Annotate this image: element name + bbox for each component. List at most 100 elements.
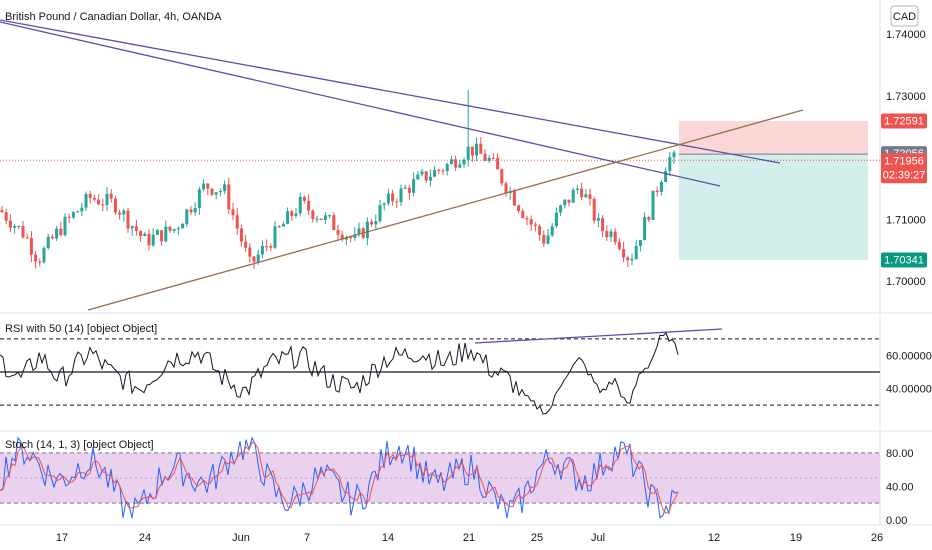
time-tick-label: 7 <box>304 532 310 544</box>
candle-body <box>643 217 647 241</box>
candle-body <box>223 184 227 192</box>
currency-button[interactable]: CAD <box>890 5 919 27</box>
candle-body <box>424 171 428 181</box>
candle-body <box>155 230 159 235</box>
candle-body <box>210 188 214 195</box>
candle-body <box>88 193 92 198</box>
candle-body <box>181 223 185 229</box>
rsi-tick-label: 40.00000 <box>886 384 932 396</box>
candle-body <box>151 234 155 246</box>
candle-body <box>50 236 54 239</box>
candle-body <box>395 201 399 203</box>
time-tick-label: Jul <box>591 532 605 544</box>
candle-body <box>655 190 659 192</box>
stoch-tick-label: 0.00 <box>886 515 907 527</box>
candle-body <box>164 226 168 242</box>
candle-body <box>475 143 479 156</box>
candle-body <box>185 209 189 224</box>
candle-body <box>206 183 210 189</box>
candle-body <box>580 188 584 198</box>
time-tick-label: 14 <box>382 532 394 544</box>
countdown-label: 02:39:27 <box>883 169 926 181</box>
price-tag <box>881 252 927 268</box>
candle-body <box>517 205 521 211</box>
candle-body <box>63 216 67 236</box>
candle-body <box>336 230 340 235</box>
stoch-d-line <box>0 441 679 514</box>
candle-body <box>193 207 197 213</box>
candle-body <box>29 237 33 255</box>
candle-body <box>420 171 424 175</box>
currency-label: CAD <box>893 11 916 23</box>
candle-body <box>605 231 609 238</box>
price-tag-label: 1.71956 <box>884 155 924 167</box>
candle-body <box>235 215 239 229</box>
candle-body <box>571 189 575 203</box>
candle-body <box>168 226 172 231</box>
candle-body <box>634 245 638 260</box>
stoch-tick-label: 40.00 <box>886 481 914 493</box>
candle-body <box>630 259 634 261</box>
candle-body <box>554 212 558 227</box>
candle-body <box>512 191 516 206</box>
candle-body <box>265 246 269 248</box>
candle-body <box>559 205 563 213</box>
candle-body <box>412 179 416 193</box>
candle-body <box>462 159 466 165</box>
candle-body <box>622 249 626 258</box>
candle-body <box>269 246 273 248</box>
candle-body <box>596 218 600 221</box>
stoch-layer <box>0 436 880 519</box>
time-tick-label: 17 <box>56 532 68 544</box>
candle-body <box>0 210 4 213</box>
candle-body <box>34 254 38 262</box>
rsi-line <box>0 331 679 415</box>
candle-body <box>273 226 277 248</box>
time-tick-label: 21 <box>463 532 475 544</box>
candle-body <box>538 226 542 235</box>
candle-body <box>71 212 75 218</box>
time-tick-label: 25 <box>531 532 543 544</box>
candle-body <box>42 248 46 263</box>
candle-body <box>8 220 12 228</box>
candle-body <box>491 157 495 159</box>
time-tick-label: Jun <box>232 532 250 544</box>
candle-body <box>307 200 311 211</box>
candle-body <box>17 225 21 227</box>
candle-body <box>344 237 348 240</box>
price-tick-label: 1.74000 <box>886 29 926 41</box>
candle-body <box>374 221 378 225</box>
time-axis[interactable]: 17 24 Jun 7 14 21 25 Jul 12 19 26 <box>56 532 883 544</box>
stoch-label: Stoch (14, 1, 3) [object Object] <box>5 439 154 451</box>
candle-body <box>239 228 243 242</box>
candle-body <box>172 229 176 231</box>
rising-support-line <box>87 109 804 311</box>
rsi-tick-label: 60.00000 <box>886 350 932 362</box>
candle-body <box>445 163 449 172</box>
candle-body <box>244 241 248 248</box>
candle-body <box>67 216 71 218</box>
candle-body <box>483 153 487 161</box>
candle-body <box>46 236 50 249</box>
candle-body <box>407 187 411 193</box>
position-layer <box>0 121 880 261</box>
candle-body <box>647 217 651 220</box>
candle-body <box>500 169 504 184</box>
chart-title: British Pound / Canadian Dollar, 4h, OAN… <box>5 11 222 23</box>
candle-body <box>80 207 84 212</box>
candle-body <box>567 199 571 203</box>
candle-body <box>38 261 42 263</box>
candle-body <box>382 203 386 206</box>
candle-body <box>479 143 483 154</box>
candle-body <box>601 218 605 232</box>
candle-body <box>109 193 113 199</box>
candle-body <box>546 235 550 244</box>
candle-body <box>281 223 285 227</box>
candle-body <box>59 228 63 236</box>
price-axis[interactable]: 1.740001.730001.710001.700001.725911.720… <box>881 29 932 527</box>
candle-body <box>533 224 537 227</box>
candle-body <box>328 215 332 217</box>
candle-body <box>139 231 143 237</box>
candle-body <box>231 209 235 216</box>
